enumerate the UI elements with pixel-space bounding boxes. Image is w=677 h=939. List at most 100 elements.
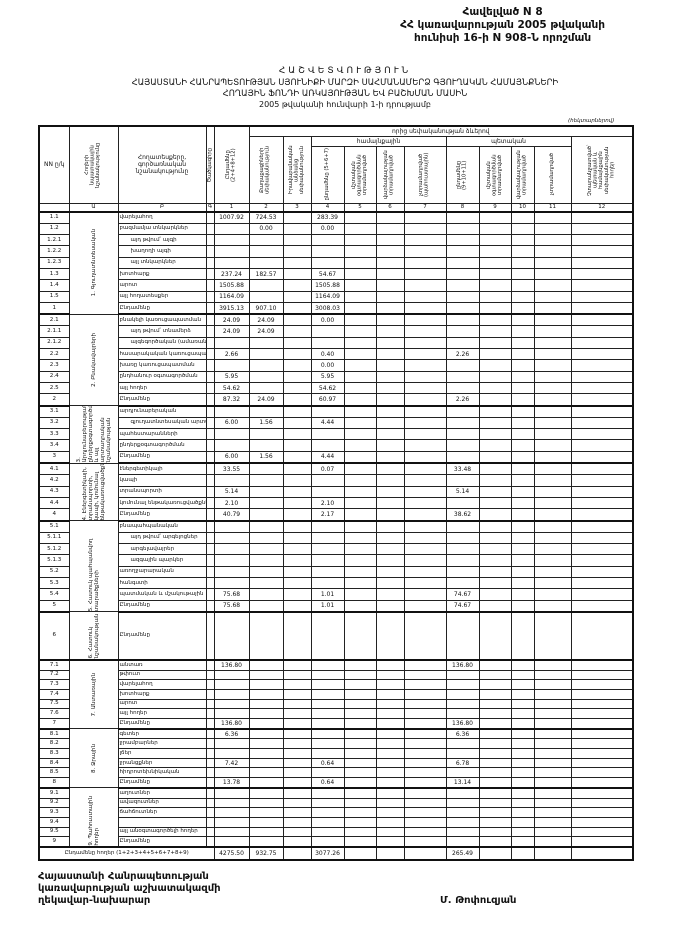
subtotal-row: 2 Ընդամենը 87.32 24.09 60.97 2.26 [38, 393, 634, 407]
table-row: 1.2 բազմամյա տնկարկներ 0.00 0.00 [38, 222, 634, 236]
row-number: 2.3 [38, 359, 70, 372]
table-row: 1.5 այլ հողատեսքեր 1164.09 1164.09 [38, 290, 634, 303]
value-cell-col-4 [310, 554, 345, 567]
value-cell-col-3 [282, 728, 312, 740]
land-type-label: խոտհարք [117, 688, 207, 700]
value-cell-col-1: 13.78 [213, 777, 250, 789]
value-cell-col-12 [570, 462, 634, 476]
total-value-col-8: 265.49 [445, 845, 480, 861]
value-cell-col-1 [213, 336, 250, 350]
value-cell-col-6 [375, 543, 405, 556]
value-cell-col-1: 54.62 [213, 381, 250, 395]
code-cell [205, 393, 215, 407]
value-cell-col-4: 1.01 [310, 588, 345, 601]
value-cell-col-10 [510, 718, 535, 730]
value-cell-col-6 [375, 290, 405, 303]
value-cell-col-12 [570, 688, 634, 700]
value-cell-col-8 [445, 554, 480, 567]
header-community-use-text: մշտական օգտագործման տրամադրված [350, 153, 368, 196]
value-cell-col-3 [282, 370, 312, 383]
header-category: Հողերի նպատակային նշանակությունը [68, 125, 119, 204]
value-cell-col-11 [533, 543, 572, 556]
column-number: 10 [510, 202, 535, 213]
value-cell-col-4: 0.00 [310, 359, 345, 372]
column-number: Գ [205, 202, 215, 213]
value-cell-col-6 [375, 728, 405, 740]
value-cell-col-3 [282, 245, 312, 258]
value-cell-col-10 [510, 797, 535, 809]
total-value-col-12 [570, 845, 634, 861]
value-cell-col-2 [248, 836, 284, 848]
value-cell-col-1 [213, 748, 250, 759]
code-cell [205, 797, 215, 809]
value-cell-col-3 [282, 301, 312, 316]
value-cell-col-5 [343, 485, 377, 498]
value-cell-col-5 [343, 325, 377, 338]
value-cell-col-7 [403, 450, 447, 465]
value-cell-col-8 [445, 325, 480, 338]
value-cell-col-3 [282, 462, 312, 476]
land-type-label: խառը կառուցապատման [117, 359, 207, 372]
value-cell-col-10 [510, 698, 535, 710]
code-cell [205, 728, 215, 740]
header-state-total-text: ընդամենը (9+10+11) [455, 159, 468, 190]
column-number: 12 [570, 202, 634, 213]
value-cell-col-9 [478, 428, 512, 441]
value-cell-col-9 [478, 325, 512, 338]
value-cell-col-11 [533, 508, 572, 522]
land-type-label: ընդհանուր օգտագործման [117, 370, 207, 383]
value-cell-col-4: 0.00 [310, 313, 345, 327]
category-cell: 9. Պահուստային հողեր [68, 787, 119, 848]
value-cell-col-1 [213, 816, 250, 828]
value-cell-col-4 [310, 669, 345, 681]
column-number: 3 [282, 202, 312, 213]
land-type-label: վարելահող [117, 679, 207, 690]
code-cell [205, 381, 215, 395]
value-cell-col-11 [533, 405, 572, 418]
value-cell-col-2 [248, 439, 284, 452]
land-type-label: Ընդամենը [117, 508, 207, 522]
value-cell-col-4: 3008.03 [310, 301, 345, 316]
header-community-group: համայնքային [310, 135, 447, 147]
value-cell-col-4 [310, 728, 345, 740]
value-cell-col-1 [213, 738, 250, 750]
value-cell-col-7 [403, 508, 447, 522]
value-cell-col-1: 136.80 [213, 659, 250, 671]
value-cell-col-7 [403, 496, 447, 510]
land-type-label: աղուտներ [117, 787, 207, 799]
value-cell-col-12 [570, 826, 634, 838]
value-cell-col-5 [343, 738, 377, 750]
value-cell-col-4 [310, 485, 345, 498]
land-type-label: խաղողի այգի [117, 245, 207, 258]
value-cell-col-12 [570, 416, 634, 430]
value-cell-col-2 [248, 234, 284, 247]
value-cell-col-2 [248, 565, 284, 579]
value-cell-col-5 [343, 450, 377, 465]
value-cell-col-8 [445, 565, 480, 579]
value-cell-col-11 [533, 738, 572, 750]
value-cell-col-3 [282, 234, 312, 247]
value-cell-col-8: 5.14 [445, 485, 480, 498]
value-cell-col-7 [403, 777, 447, 789]
value-cell-col-8 [445, 428, 480, 441]
value-cell-col-2 [248, 485, 284, 498]
value-cell-col-12 [570, 405, 634, 418]
value-cell-col-8 [445, 256, 480, 269]
value-cell-col-12 [570, 234, 634, 247]
row-number: 1.4 [38, 279, 70, 292]
value-cell-col-2: 24.09 [248, 313, 284, 327]
value-cell-col-12 [570, 428, 634, 441]
value-cell-col-9 [478, 787, 512, 799]
value-cell-col-1: 3915.13 [213, 301, 250, 316]
value-cell-col-9 [478, 543, 512, 556]
code-cell [205, 370, 215, 383]
value-cell-col-9 [478, 679, 512, 690]
table-row: 8.2 ջրամբարներ [38, 738, 634, 750]
value-cell-col-8: 38.62 [445, 508, 480, 522]
value-cell-col-6 [375, 370, 405, 383]
value-cell-col-2 [248, 462, 284, 476]
header-legal-entities-text: Իրավաբանական անձանց սեփականություն [287, 145, 305, 194]
header-state-free-text: չտրամադրված [548, 153, 555, 196]
value-cell-col-2 [248, 679, 284, 690]
value-cell-col-10 [510, 836, 535, 848]
